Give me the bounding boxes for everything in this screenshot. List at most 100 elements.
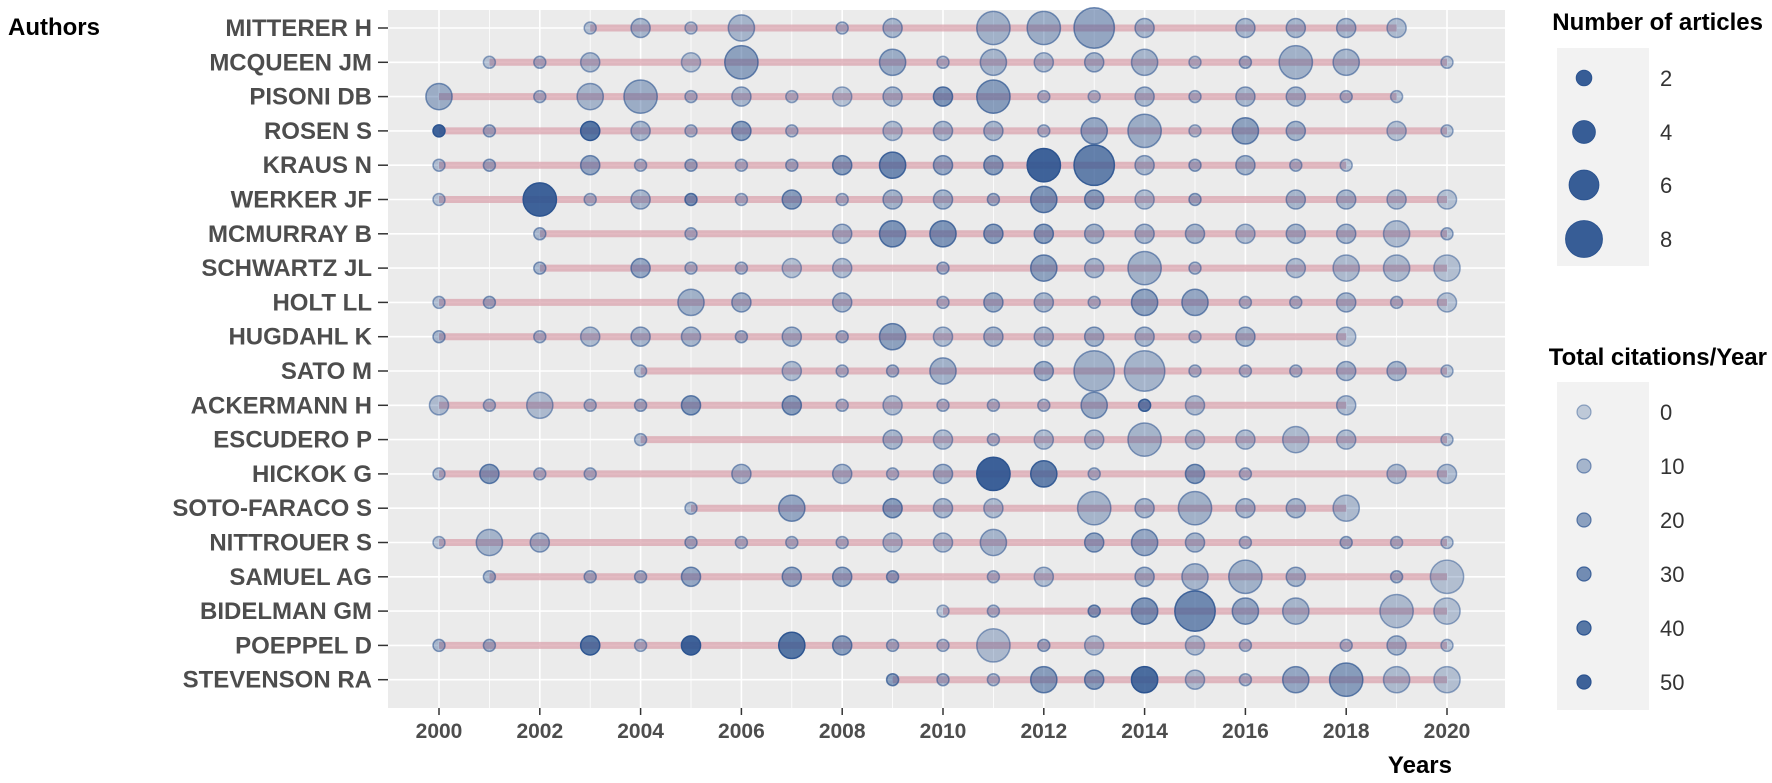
data-point: [684, 261, 698, 275]
data-point: [1137, 398, 1152, 413]
data-point: [885, 638, 900, 653]
data-point: [932, 86, 954, 107]
data-point: [835, 329, 849, 344]
data-point: [1134, 326, 1155, 348]
data-point: [1127, 422, 1162, 458]
data-point: [1382, 254, 1411, 282]
author-label: NITTROUER S: [209, 530, 372, 557]
data-point: [932, 532, 954, 553]
x-tick-label: 2020: [1424, 720, 1471, 743]
data-point: [684, 21, 698, 35]
author-label: HICKOK G: [252, 461, 372, 488]
data-point: [1073, 7, 1116, 49]
data-point: [932, 154, 954, 176]
data-point: [936, 672, 950, 687]
data-point: [633, 570, 648, 584]
data-point: [1087, 295, 1101, 310]
data-point: [885, 467, 900, 481]
data-point: [482, 398, 497, 413]
data-point: [979, 528, 1008, 557]
data-point: [1335, 360, 1357, 382]
data-point: [1083, 532, 1105, 553]
data-point: [932, 497, 954, 519]
data-point: [533, 89, 547, 104]
data-point: [1083, 326, 1105, 348]
data-point: [1281, 665, 1310, 694]
data-point: [1073, 350, 1116, 392]
color-legend-label: 20: [1660, 508, 1684, 533]
data-point: [781, 395, 803, 416]
data-point: [785, 158, 799, 172]
data-point: [777, 494, 806, 523]
data-point: [1037, 398, 1051, 413]
data-point: [633, 158, 648, 172]
data-point: [1130, 665, 1159, 694]
data-point: [1228, 559, 1263, 595]
data-point: [734, 535, 749, 550]
data-point: [979, 48, 1008, 77]
data-point: [684, 535, 698, 550]
data-point: [835, 21, 849, 35]
data-point: [882, 17, 903, 39]
data-point: [1033, 52, 1055, 73]
size-legend-key: [1572, 120, 1596, 144]
color-legend-label: 30: [1660, 562, 1684, 587]
data-point: [727, 14, 756, 42]
data-point: [878, 48, 907, 77]
data-point: [878, 151, 907, 180]
color-legend-label: 40: [1660, 616, 1684, 641]
data-point: [684, 501, 698, 515]
color-legend-background: [1557, 382, 1649, 710]
data-point: [1083, 189, 1105, 210]
data-point: [633, 398, 648, 413]
data-point: [482, 570, 497, 584]
data-point: [1134, 223, 1155, 245]
data-point: [1235, 223, 1256, 245]
data-point: [1382, 665, 1411, 694]
data-point: [583, 21, 597, 35]
data-point: [885, 364, 900, 378]
data-point: [428, 395, 450, 416]
data-point: [1083, 52, 1105, 73]
author-label: POEPPEL D: [235, 632, 372, 659]
data-point: [983, 292, 1004, 313]
data-point: [1087, 467, 1101, 481]
data-point: [936, 55, 950, 70]
data-point: [1130, 597, 1159, 625]
data-point: [932, 326, 954, 348]
data-point: [1332, 494, 1361, 523]
data-point: [583, 467, 597, 481]
data-point: [1285, 257, 1307, 279]
data-point: [529, 532, 551, 553]
data-point: [1134, 17, 1155, 39]
data-point: [932, 463, 954, 485]
data-point: [1238, 672, 1253, 687]
data-point: [835, 535, 849, 550]
data-point: [976, 456, 1011, 492]
data-point: [1033, 326, 1055, 348]
size-legend-label: 2: [1660, 66, 1672, 91]
data-point: [1433, 597, 1461, 625]
size-legend-label: 4: [1660, 120, 1672, 145]
data-point: [1235, 86, 1256, 107]
data-point: [579, 635, 601, 656]
data-point: [882, 120, 903, 142]
data-point: [1238, 295, 1253, 310]
data-point: [623, 79, 658, 114]
data-point: [1389, 295, 1404, 310]
data-point: [1181, 288, 1209, 317]
author-label: ACKERMANN H: [191, 392, 372, 419]
data-point: [1087, 89, 1101, 104]
data-point: [1440, 55, 1454, 70]
data-point: [885, 672, 900, 687]
data-point: [1285, 497, 1307, 519]
data-point: [432, 158, 446, 172]
data-point: [1389, 570, 1404, 584]
data-point: [1134, 86, 1155, 107]
data-point: [831, 566, 853, 588]
y-axis-title: Authors: [8, 14, 100, 41]
author-label: SAMUEL AG: [229, 564, 372, 591]
author-label: SOTO-FARACO S: [172, 495, 372, 522]
data-point: [976, 79, 1011, 114]
